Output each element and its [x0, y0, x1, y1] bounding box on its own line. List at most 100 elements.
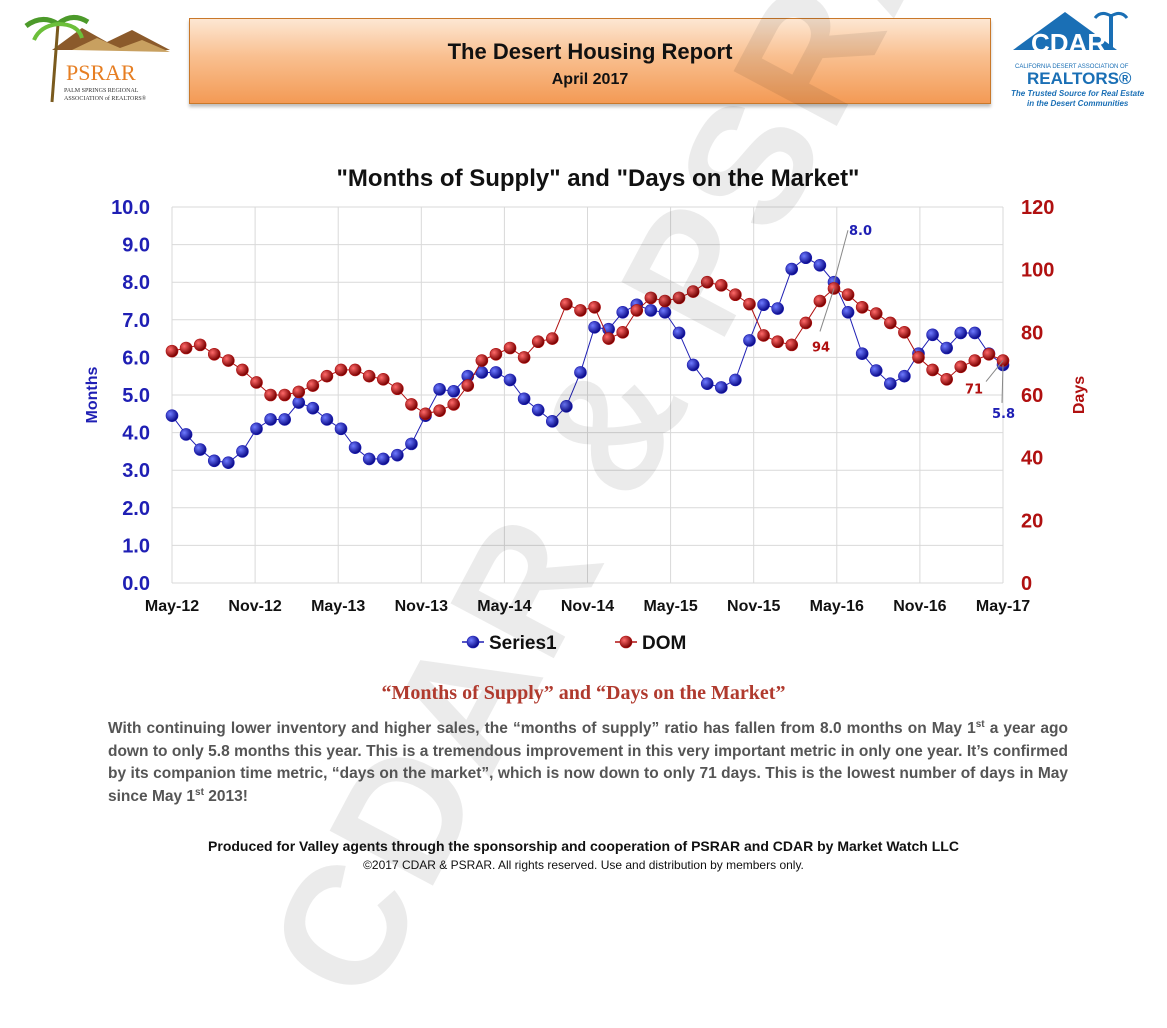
data-point — [813, 294, 827, 308]
data-point — [222, 354, 235, 367]
data-point — [982, 347, 996, 361]
x-tick-label: May-17 — [976, 598, 1030, 615]
svg-text:REALTORS®: REALTORS® — [1027, 69, 1132, 88]
y-axis-right: 0 20 40 60 80 100 120 — [1021, 197, 1054, 595]
data-point — [672, 291, 686, 305]
data-point — [348, 441, 362, 454]
footer-copyright: ©2017 CDAR & PSRAR. All rights reserved.… — [363, 858, 804, 872]
data-point — [940, 341, 953, 355]
data-point — [517, 392, 531, 406]
y-axis-left: 0.0 1.0 2.0 3.0 4.0 5.0 6.0 7.0 8.0 9.0 10.0 — [111, 197, 150, 595]
data-point — [757, 298, 770, 312]
data-point — [376, 452, 390, 466]
data-point — [841, 288, 855, 302]
data-point — [926, 328, 939, 342]
svg-text:The Trusted Source for Real Es: The Trusted Source for Real Estate — [1011, 89, 1145, 98]
y2-tick-label: 100 — [1021, 260, 1054, 282]
x-tick-label: Nov-12 — [228, 598, 281, 615]
y-tick-label: 4.0 — [122, 423, 150, 445]
data-point — [869, 307, 883, 320]
data-point — [179, 428, 193, 441]
data-point — [841, 305, 855, 319]
x-axis: May-12 Nov-12 May-13 Nov-13 May-14 Nov-14 May-… — [145, 598, 1030, 615]
annotation-leader — [985, 360, 1004, 382]
svg-text:in the Desert Communities: in the Desert Communities — [1027, 99, 1129, 108]
data-point — [278, 388, 291, 402]
data-point — [644, 304, 658, 317]
data-point — [785, 262, 799, 276]
y-tick-label: 6.0 — [122, 347, 150, 369]
data-point — [715, 279, 728, 292]
data-point — [334, 363, 348, 377]
data-point — [771, 302, 784, 315]
data-point — [743, 297, 756, 311]
svg-text:PALM SPRINGS REGIONAL: PALM SPRINGS REGIONAL — [64, 88, 139, 94]
data-point — [884, 316, 897, 330]
data-point — [236, 363, 249, 377]
data-point — [376, 373, 390, 386]
data-point — [574, 304, 587, 317]
data-point — [306, 379, 320, 392]
chart-annotations: 8.0 5.8 94 71 — [812, 224, 1015, 422]
data-point — [433, 404, 446, 417]
data-point — [940, 373, 953, 386]
chart-grid — [171, 206, 1004, 584]
data-point — [588, 300, 601, 314]
data-point — [700, 377, 714, 391]
y-tick-label: 1.0 — [122, 535, 150, 557]
data-point — [306, 401, 320, 415]
data-point — [743, 334, 756, 347]
y-tick-label: 3.0 — [122, 460, 150, 482]
y2-tick-label: 80 — [1021, 322, 1043, 344]
palm-tree-icon — [24, 15, 90, 41]
data-point — [250, 376, 263, 389]
legend-label: Series1 — [489, 633, 557, 654]
data-point — [545, 332, 559, 345]
y2-tick-label: 60 — [1021, 385, 1043, 407]
series-months-supply — [165, 251, 1010, 469]
data-point — [574, 366, 587, 379]
data-point — [630, 304, 644, 317]
data-point — [362, 369, 376, 383]
data-point — [503, 373, 517, 387]
x-tick-label: Nov-16 — [893, 598, 946, 615]
data-point — [207, 454, 221, 468]
series-days-on-market — [165, 275, 1010, 421]
annotation-leader — [819, 288, 835, 332]
report-title: The Desert Housing Report — [447, 39, 733, 64]
data-point — [884, 377, 897, 391]
x-tick-label: May-15 — [643, 598, 697, 615]
data-point — [560, 399, 573, 413]
data-point — [968, 326, 982, 340]
data-point — [658, 294, 672, 308]
data-point — [531, 335, 545, 349]
psrar-logo: PSRAR PALM SPRINGS REGIONAL ASSOCIATION … — [22, 10, 172, 105]
data-point — [926, 363, 939, 377]
data-point — [686, 358, 700, 372]
data-point — [193, 443, 207, 456]
x-tick-label: May-13 — [311, 598, 365, 615]
y-tick-label: 10.0 — [111, 197, 150, 219]
data-point — [729, 288, 742, 302]
data-point — [447, 384, 460, 398]
data-point — [193, 338, 207, 352]
data-point — [898, 326, 911, 339]
data-point — [489, 366, 503, 379]
data-label: 94 — [812, 340, 830, 355]
y-tick-label: 5.0 — [122, 385, 150, 407]
y-tick-label: 9.0 — [122, 235, 150, 257]
y2-tick-label: 40 — [1021, 448, 1043, 470]
legend-label: DOM — [642, 633, 686, 654]
x-tick-label: May-14 — [477, 598, 531, 615]
data-point — [278, 413, 291, 426]
data-point — [729, 373, 742, 387]
house-roof-icon — [1013, 12, 1117, 50]
svg-text:ASSOCIATION of REALTORS®: ASSOCIATION of REALTORS® — [64, 95, 147, 102]
data-point — [250, 422, 263, 436]
data-point — [700, 275, 714, 289]
data-point — [320, 413, 334, 426]
data-point — [165, 409, 179, 422]
y-axis-label: Months — [84, 366, 101, 423]
cdar-logo: CDAR CALIFORNIA DESERT ASSOCIATION OF RE… — [1005, 8, 1155, 113]
y2-tick-label: 120 — [1021, 197, 1054, 219]
